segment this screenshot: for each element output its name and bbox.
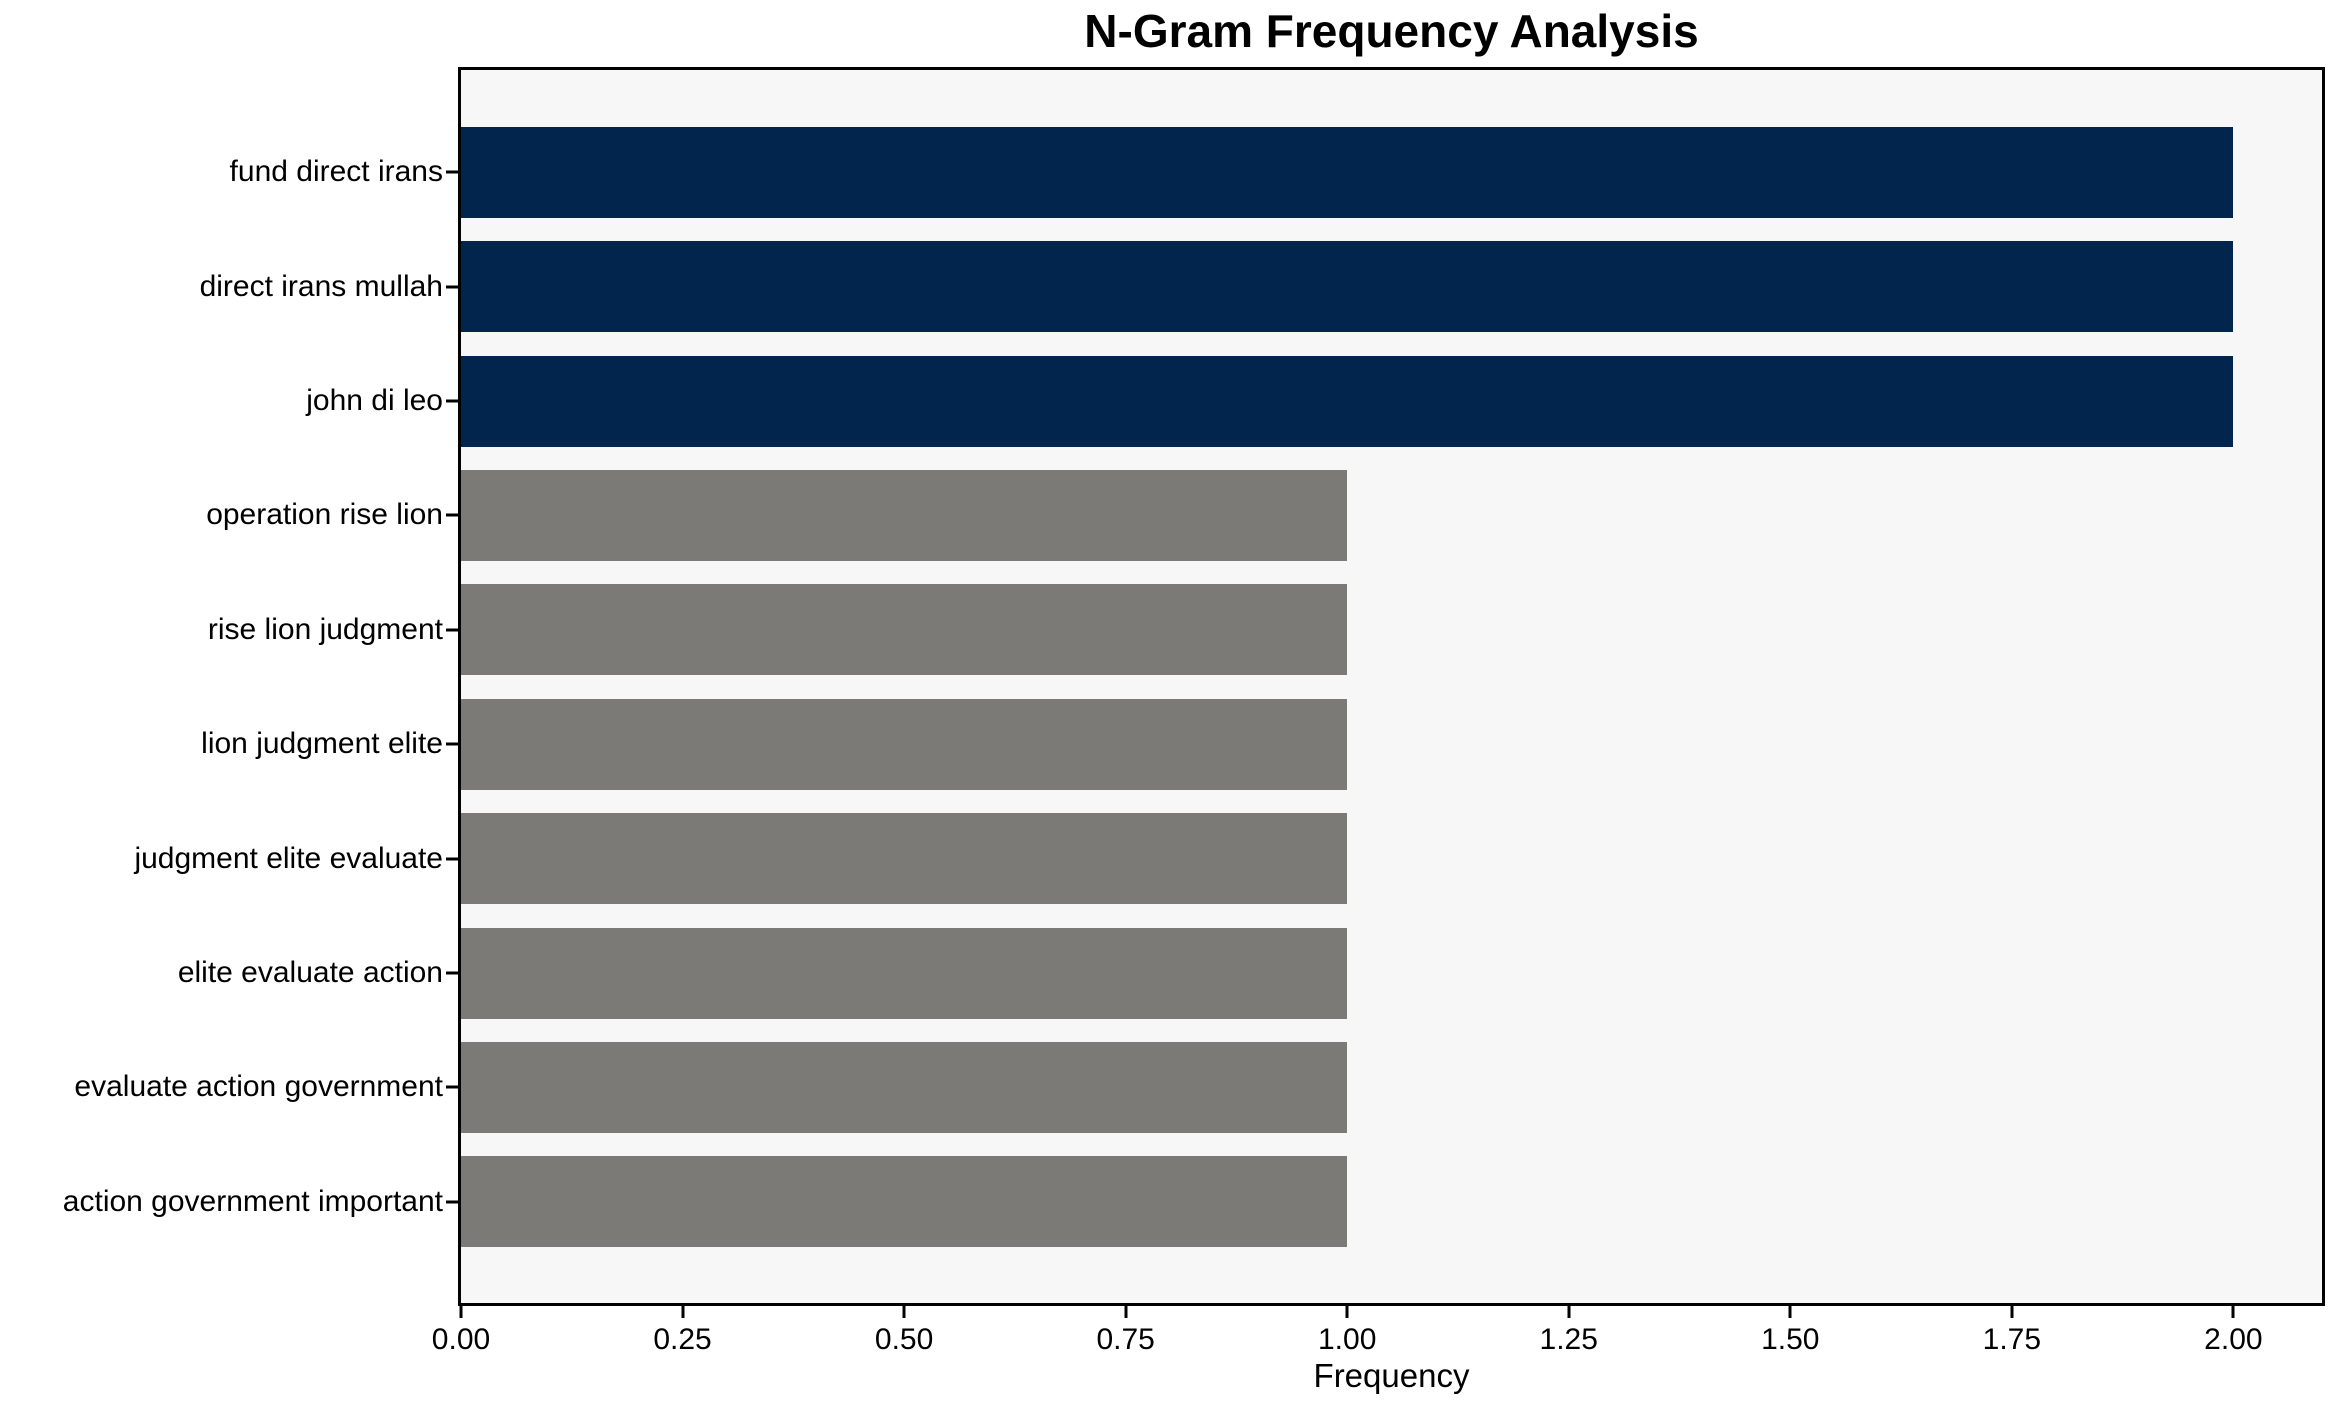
- x-tick-mark: [2010, 1306, 2014, 1318]
- y-tick-mark: [446, 1200, 458, 1204]
- x-tick-mark: [459, 1306, 463, 1318]
- y-tick-mark: [446, 285, 458, 289]
- y-axis-label: john di leo: [306, 384, 443, 418]
- x-tick-label: 0.25: [653, 1323, 712, 1356]
- chart-title: N-Gram Frequency Analysis: [1084, 5, 1699, 57]
- y-axis-label: evaluate action government: [74, 1070, 443, 1104]
- bar-row: judgment elite evaluate: [134, 801, 2322, 915]
- y-tick-mark: [446, 857, 458, 861]
- bar: [461, 355, 2234, 447]
- bar: [461, 584, 1348, 676]
- y-axis-label: elite evaluate action: [177, 956, 443, 990]
- y-axis-label: action government important: [62, 1184, 443, 1218]
- x-tick-label: 1.50: [1761, 1323, 1820, 1356]
- y-axis-label: fund direct irans: [229, 155, 443, 189]
- x-tick-mark: [2231, 1306, 2235, 1318]
- x-tick-mark: [681, 1306, 685, 1318]
- y-tick-mark: [446, 628, 458, 632]
- y-tick-mark: [446, 399, 458, 403]
- bar: [461, 698, 1348, 790]
- y-axis-label: lion judgment elite: [201, 727, 443, 761]
- bar: [461, 241, 2234, 333]
- bar-row: fund direct irans: [230, 115, 2322, 229]
- x-tick-mark: [1567, 1306, 1571, 1318]
- bar: [461, 469, 1348, 561]
- bar: [461, 1041, 1348, 1133]
- bar-row: direct irans mullah: [200, 229, 2322, 343]
- y-axis-label: rise lion judgment: [207, 612, 443, 646]
- y-axis-label: judgment elite evaluate: [134, 841, 443, 875]
- y-tick-mark: [446, 742, 458, 746]
- bar: [461, 126, 2234, 218]
- bar-row: lion judgment elite: [201, 687, 2322, 801]
- y-tick-mark: [446, 170, 458, 174]
- bar-row: rise lion judgment: [208, 573, 2322, 687]
- x-axis: 0.00 0.25 0.50 0.75 1.00 1.25 1.50 1.75 2.00: [432, 1303, 2322, 1363]
- x-tick-mark: [1345, 1306, 1349, 1318]
- bar: [461, 813, 1348, 905]
- y-tick-mark: [446, 971, 458, 975]
- x-tick-label: 0.75: [1096, 1323, 1155, 1356]
- y-axis-label: direct irans mullah: [199, 269, 443, 303]
- y-tick-mark: [446, 513, 458, 517]
- y-tick-mark: [446, 1085, 458, 1089]
- x-tick-mark: [1788, 1306, 1792, 1318]
- x-axis-title: Frequency: [1313, 1357, 1470, 1394]
- bar-row: operation rise lion: [206, 458, 2322, 572]
- bar-row: john di leo: [306, 344, 2322, 458]
- bar: [461, 1156, 1348, 1248]
- y-axis-label: operation rise lion: [206, 498, 443, 532]
- x-tick-mark: [902, 1306, 906, 1318]
- x-tick-label: 1.00: [1317, 1323, 1377, 1356]
- x-tick-label: 1.25: [1539, 1323, 1598, 1356]
- bar-row: evaluate action government: [74, 1030, 2322, 1144]
- x-tick-label: 2.00: [2204, 1323, 2263, 1356]
- x-tick-label: 1.75: [1982, 1323, 2042, 1356]
- x-tick-label: 0.00: [431, 1323, 491, 1356]
- bar-row: action government important: [63, 1145, 2322, 1259]
- bar: [461, 927, 1348, 1019]
- x-tick-mark: [1124, 1306, 1128, 1318]
- bar-row: elite evaluate action: [178, 916, 2322, 1030]
- plot-rows: fund direct irans direct irans mullah john…: [63, 70, 2322, 1303]
- plot-area: fund direct irans direct irans mullah john…: [63, 67, 2325, 1306]
- x-tick-label: 0.50: [874, 1323, 934, 1356]
